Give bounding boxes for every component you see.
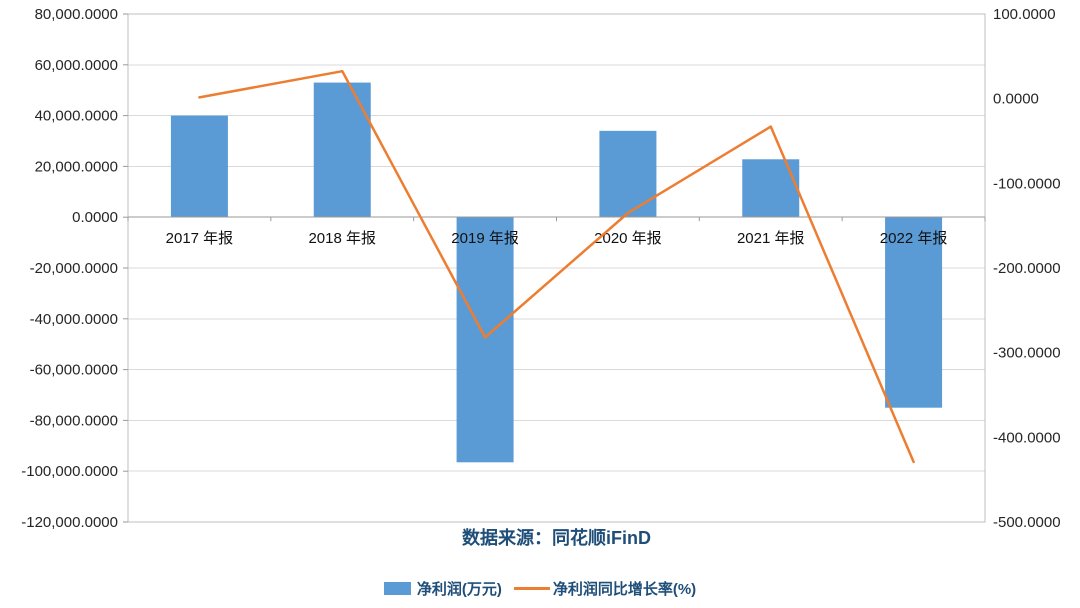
left-axis-label: -120,000.0000 (21, 514, 118, 531)
left-axis-label: 80,000.0000 (35, 6, 118, 23)
left-axis-label: 40,000.0000 (35, 108, 118, 125)
legend-label-net-profit: 净利润(万元) (416, 581, 502, 598)
category-label: 2019 年报 (451, 230, 519, 247)
source-note: 数据来源：同花顺iFinD (462, 528, 651, 548)
legend-item-growth-rate: 净利润同比增长率(%) (513, 578, 697, 599)
left-axis-label: -20,000.0000 (30, 260, 118, 277)
category-label: 2018 年报 (308, 230, 376, 247)
category-label: 2020 年报 (594, 230, 662, 247)
right-axis-label: -100.0000 (993, 175, 1061, 192)
left-axis-label: -100,000.0000 (21, 463, 118, 480)
bar-2021 (742, 159, 800, 218)
growth-rate-line (198, 69, 915, 464)
legend: 净利润(万元) 净利润同比增长率(%) (0, 578, 1080, 599)
legend-label-growth-rate: 净利润同比增长率(%) (552, 581, 697, 598)
right-axis-label: -200.0000 (993, 260, 1061, 277)
bar-2020 (599, 130, 657, 218)
right-axis-label: -500.0000 (993, 514, 1061, 531)
bar-2022 (885, 217, 943, 408)
bar-swatch-icon (383, 582, 411, 595)
left-axis-label: -60,000.0000 (30, 362, 118, 379)
left-axis-label: 0.0000 (72, 209, 118, 226)
bar-2018 (313, 82, 371, 218)
category-label: 2022 年报 (880, 230, 948, 247)
right-axis-label: 0.0000 (993, 91, 1039, 108)
right-axis-label: -400.0000 (993, 429, 1061, 446)
category-label: 2017 年报 (166, 230, 234, 247)
bar-2019 (456, 217, 514, 463)
line-swatch-icon (513, 587, 550, 590)
bar-2017 (170, 115, 228, 218)
left-axis-label: 20,000.0000 (35, 158, 118, 175)
category-label: 2021 年报 (737, 230, 805, 247)
left-axis-label: 60,000.0000 (35, 57, 118, 74)
left-axis-label: -80,000.0000 (30, 412, 118, 429)
right-axis-label: -300.0000 (993, 345, 1061, 362)
legend-item-net-profit: 净利润(万元) (383, 578, 502, 599)
right-axis-label: 100.0000 (993, 6, 1056, 23)
left-axis-label: -40,000.0000 (30, 311, 118, 328)
